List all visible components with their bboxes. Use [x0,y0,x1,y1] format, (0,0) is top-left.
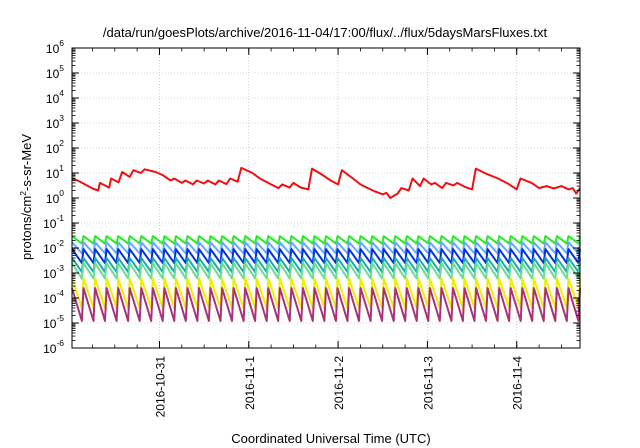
chart-title: /data/run/goesPlots/archive/2016-11-04/1… [103,25,548,40]
y-tick-label: 10-5 [43,313,64,331]
y-tick-exponent: 4 [59,88,64,98]
y-tick-base: 10 [46,192,60,206]
y-tick-base: 10 [43,267,57,281]
y-tick-exponent: -1 [56,213,64,223]
y-tick-label: 104 [46,88,64,106]
x-tick-labels: 2016-10-31 2016-11-1 2016-11-2 2016-11-3 201… [153,356,524,418]
x-tick-label: 2016-11-3 [421,356,435,410]
y-axis-label-base: protons/cm [19,196,34,260]
x-tick-label: 2016-11-4 [511,356,525,410]
y-tick-label: 10-6 [43,338,64,356]
y-tick-base: 10 [43,242,57,256]
y-tick-label: 10-2 [43,238,64,256]
series-line [71,166,581,199]
y-tick-base: 10 [46,42,60,56]
y-tick-exponent: -4 [56,288,64,298]
y-tick-exponent: 3 [59,113,64,123]
y-tick-exponent: 0 [59,188,64,198]
y-axis-label: protons/cm2-s-sr-MeV [18,134,34,260]
y-tick-label: 101 [46,163,64,181]
y-tick-labels: 10-610-510-410-310-210-11001011021031041… [43,38,64,356]
series-layer [71,166,581,322]
y-tick-label: 100 [46,188,64,206]
y-tick-label: 10-4 [43,288,64,306]
y-tick-label: 10-3 [43,263,64,281]
y-axis-label-rest: -s-sr-MeV [19,134,34,191]
x-tick-label: 2016-11-2 [332,356,346,410]
series-line [71,235,581,245]
y-tick-exponent: -2 [56,238,64,248]
axis-ticks [72,47,580,349]
y-tick-label: 10-1 [43,213,64,231]
y-tick-exponent: -5 [56,313,64,323]
y-tick-exponent: 5 [59,63,64,73]
y-tick-exponent: -6 [56,338,64,348]
y-tick-base: 10 [46,67,60,81]
y-tick-label: 103 [46,113,64,131]
x-axis-label: Coordinated Universal Time (UTC) [231,431,430,446]
series-line [71,287,581,322]
y-tick-exponent: 1 [59,163,64,173]
y-axis-label-sup: 2 [18,191,28,196]
y-tick-base: 10 [46,92,60,106]
x-tick-label: 2016-10-31 [153,356,167,418]
series-line [71,262,581,280]
y-tick-exponent: 6 [59,38,64,48]
y-tick-base: 10 [46,142,60,156]
y-tick-base: 10 [43,217,57,231]
y-tick-label: 106 [46,38,64,56]
y-tick-exponent: 2 [59,138,64,148]
y-tick-base: 10 [46,167,60,181]
y-tick-exponent: -3 [56,263,64,273]
y-tick-base: 10 [43,317,57,331]
x-tick-label: 2016-11-1 [243,356,257,410]
y-tick-label: 105 [46,63,64,81]
y-tick-base: 10 [43,292,57,306]
y-tick-base: 10 [46,117,60,131]
y-tick-base: 10 [43,342,57,356]
y-tick-label: 102 [46,138,64,156]
